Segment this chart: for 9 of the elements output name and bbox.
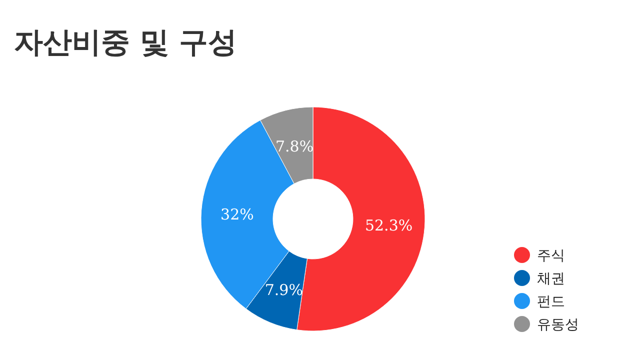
data-label: 7.8% xyxy=(276,137,314,156)
legend-label: 채권 xyxy=(537,271,565,287)
data-label: 7.9% xyxy=(264,281,303,300)
legend-label: 펀드 xyxy=(537,294,565,310)
data-label: 52.3% xyxy=(364,216,413,234)
legend-label: 유동성 xyxy=(537,317,579,333)
data-label: 32% xyxy=(220,205,254,224)
chart-title: 자산비중 및 구성 xyxy=(14,25,238,59)
legend-label: 주식 xyxy=(537,248,565,264)
